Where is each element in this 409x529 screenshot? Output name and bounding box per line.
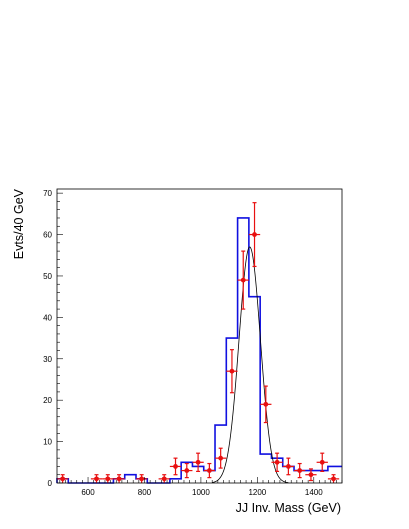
data-marker: [116, 476, 122, 482]
histogram-bin: [125, 475, 136, 483]
y-tick-label: 10: [43, 438, 52, 447]
y-tick-label: 50: [43, 272, 52, 281]
histogram-outline: [56, 217, 342, 484]
data-marker: [161, 476, 167, 482]
data-point: [271, 452, 283, 473]
data-marker: [218, 455, 224, 461]
data-point: [327, 474, 340, 483]
y-tick-label: 30: [43, 355, 52, 364]
x-tick-label: 800: [138, 488, 152, 497]
data-marker: [331, 476, 336, 482]
histogram: [56, 217, 342, 484]
data-marker: [184, 468, 190, 473]
data-point: [215, 447, 227, 469]
data-point: [260, 385, 272, 424]
data-marker: [206, 468, 212, 473]
data-point: [316, 452, 328, 473]
y-tick-label: 0: [48, 479, 53, 488]
data-marker: [173, 464, 178, 469]
x-tick-label: 1200: [248, 488, 266, 497]
x-tick-label: 1400: [305, 488, 323, 497]
y-axis-label: Evts/40 GeV: [12, 188, 26, 259]
x-tick-label: 600: [81, 488, 95, 497]
data-marker: [252, 232, 257, 237]
data-point: [113, 474, 125, 483]
gaussian-fit: [212, 246, 289, 484]
y-tick-label: 70: [43, 189, 52, 198]
data-marker: [308, 472, 314, 478]
x-tick-label: 1000: [192, 488, 210, 497]
data-point: [169, 457, 182, 476]
data-marker: [60, 476, 66, 482]
plot-frame: [56, 188, 343, 484]
y-tick-label: 20: [43, 396, 52, 405]
data-point: [237, 250, 249, 310]
data-marker: [229, 368, 235, 374]
data-marker: [94, 476, 99, 482]
y-tick-label: 40: [43, 313, 52, 322]
data-point: [248, 202, 261, 268]
data-point: [294, 462, 306, 479]
data-point: [192, 452, 204, 473]
data-point: [181, 462, 193, 479]
histogram-bin: [249, 297, 260, 483]
data-marker: [297, 468, 303, 473]
data-point: [90, 474, 103, 483]
y-axis-ticks: 0 10 20 30 40 50 60 70: [43, 189, 63, 488]
data-marker: [319, 459, 325, 465]
y-tick-label: 60: [43, 231, 52, 240]
histogram-bin: [339, 466, 342, 483]
data-point: [102, 474, 114, 483]
data-point: [158, 474, 170, 483]
data-point: [282, 457, 295, 476]
histogram-bin: [317, 471, 328, 483]
data-marker: [285, 464, 291, 469]
data-points: [57, 202, 340, 483]
data-point: [57, 474, 69, 483]
data-marker: [274, 459, 280, 465]
data-point: [305, 468, 317, 482]
x-axis-ticks: 600 800 1000 1200 1400: [59, 477, 343, 497]
histogram-bin: [260, 454, 271, 483]
data-point: [203, 462, 216, 479]
data-marker: [263, 401, 269, 407]
x-axis-label: JJ Inv. Mass (GeV): [236, 501, 341, 515]
data-marker: [195, 459, 201, 465]
data-point: [136, 474, 148, 483]
data-marker: [240, 277, 246, 283]
data-marker: [105, 476, 111, 482]
data-point: [226, 349, 238, 394]
fit-curve: [212, 246, 289, 484]
data-marker: [139, 476, 145, 482]
